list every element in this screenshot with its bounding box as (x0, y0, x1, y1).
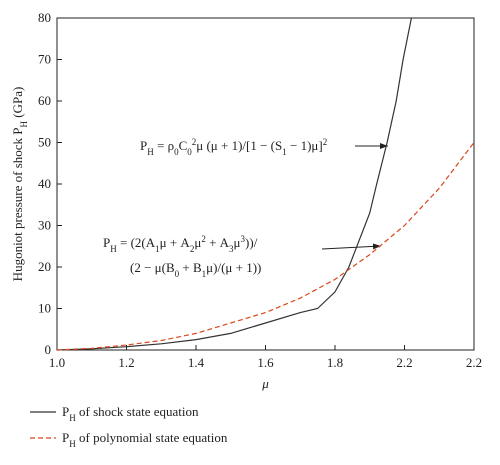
x-tick-label: 1.2 (118, 355, 134, 370)
subscript: H (147, 147, 154, 157)
text-part: = ρ (154, 138, 174, 153)
superscript: 2 (323, 137, 328, 147)
series-line (56, 17, 412, 351)
x-tick-label: 1.0 (49, 355, 65, 370)
subscript: 1 (282, 147, 287, 157)
text-part: Hugoniot pressure of shock (10, 135, 25, 282)
y-tick-label: 10 (38, 301, 51, 316)
text-part: C (179, 138, 188, 153)
legend-label: PH of polynomial state equation (62, 430, 228, 449)
text-part: μ)/(μ + 1)) (206, 260, 261, 275)
subscript: 0 (175, 269, 180, 279)
subscript: 1 (202, 269, 207, 279)
superscript: 2 (201, 234, 206, 244)
series-line (56, 142, 475, 351)
text-part: − 1)μ] (287, 138, 323, 153)
text-part: ))/ (245, 235, 258, 250)
y-tick-label: 60 (38, 93, 51, 108)
text-part: μ (234, 235, 241, 250)
annotation: (2 − μ(B0 + B1μ)/(μ + 1)) (130, 260, 261, 279)
subscript: H (69, 439, 76, 449)
y-tick-label: 80 (38, 10, 51, 25)
text-part: P (62, 404, 69, 419)
text-part: P (103, 235, 110, 250)
text-part: of shock state equation (76, 404, 199, 419)
x-tick-label: 1.4 (188, 355, 205, 370)
subscript: H (110, 244, 117, 254)
subscript: 3 (229, 244, 234, 254)
y-tick-label: 70 (38, 52, 51, 67)
plot-frame (56, 17, 475, 351)
subscript: 0 (187, 147, 192, 157)
superscript: 2 (192, 137, 197, 147)
y-axis-label: Hugoniot pressure of shock PH (GPa) (10, 87, 29, 282)
text-part: P (10, 127, 25, 134)
x-tick-label: 2.2 (396, 355, 412, 370)
y-tick-label: 40 (38, 176, 51, 191)
y-tick-label: 30 (38, 218, 51, 233)
x-tick-label: 2.2 (466, 355, 482, 370)
subscript: 0 (174, 147, 179, 157)
text-part: μ + A (160, 235, 191, 250)
y-tick-label: 20 (38, 259, 51, 274)
subscript: H (69, 413, 76, 423)
text-part: = (2(A (117, 235, 156, 250)
legend-label: PH of shock state equation (62, 404, 199, 423)
text-part: of polynomial state equation (76, 430, 228, 445)
x-tick-label: 1.8 (327, 355, 343, 370)
text-part: + B (179, 260, 202, 275)
x-tick-label: 1.6 (257, 355, 274, 370)
subscript: 1 (155, 244, 160, 254)
annotation-arrow (321, 243, 382, 250)
x-axis-label: μ (261, 376, 269, 391)
subscript: 2 (190, 244, 195, 254)
text-part: μ (194, 235, 201, 250)
text-part: P (62, 430, 69, 445)
text-part: (GPa) (10, 87, 25, 121)
y-tick-label: 50 (38, 135, 51, 150)
subscript: H (19, 120, 29, 127)
y-tick-label: 0 (45, 342, 52, 357)
annotation: PH = (2(A1μ + A2μ2 + A3μ3))/ (103, 234, 258, 254)
text-part: μ (μ + 1)/[1 − (S (196, 138, 282, 153)
text-part: (2 − μ(B (130, 260, 175, 275)
text-part: P (140, 138, 147, 153)
superscript: 3 (241, 234, 246, 244)
annotation: PH = ρ0C02μ (μ + 1)/[1 − (S1 − 1)μ]2 (140, 137, 327, 157)
text-part: + A (206, 235, 230, 250)
